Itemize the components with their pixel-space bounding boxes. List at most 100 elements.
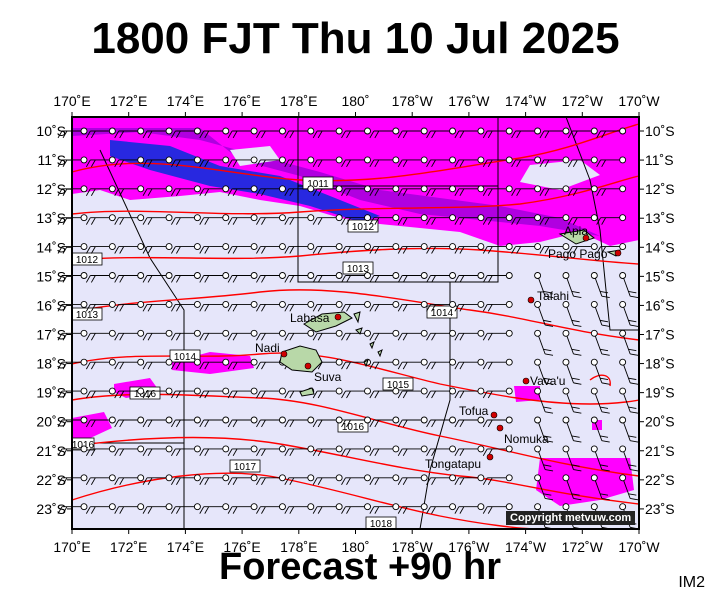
rain-band-core xyxy=(72,128,600,236)
wind-barb xyxy=(227,185,258,196)
wind-barb xyxy=(454,272,485,283)
copyright-notice: Copyright metvuw.com xyxy=(506,511,636,525)
wind-barb xyxy=(567,185,598,196)
wind-barb xyxy=(114,387,145,399)
wind-barb xyxy=(454,214,485,225)
svg-text:1013: 1013 xyxy=(347,264,370,275)
wind-barb xyxy=(454,127,485,139)
wind-barb xyxy=(590,358,610,385)
svg-text:1013: 1013 xyxy=(76,310,99,321)
wind-barb xyxy=(369,185,400,196)
wind-barb xyxy=(341,127,371,139)
wind-barb xyxy=(171,243,201,254)
wind-barb xyxy=(312,503,343,514)
wind-barb xyxy=(454,185,485,196)
wind-barb xyxy=(114,445,145,457)
wind-barb xyxy=(590,272,610,299)
wind-barb xyxy=(199,329,230,341)
place-labasa: Labasa xyxy=(290,311,342,325)
wind-barb xyxy=(619,272,639,299)
wind-barb xyxy=(619,445,639,472)
wind-barb xyxy=(312,474,343,485)
lon-label-bottom-6: 178˚W xyxy=(392,539,434,555)
lat-label-left-8: 18˚S xyxy=(36,356,66,372)
svg-text:Labasa: Labasa xyxy=(290,311,330,325)
wind-barb xyxy=(312,300,343,312)
map-title: 1800 FJT Thu 10 Jul 2025 xyxy=(91,14,620,63)
place-nadi: Nadi xyxy=(255,341,288,358)
isobar-label-1012a: 1012 xyxy=(347,219,379,233)
lat-label-right-7: 17˚S xyxy=(645,326,675,342)
wind-barb xyxy=(567,243,598,254)
wind-barb xyxy=(227,329,258,341)
wind-barb xyxy=(85,127,116,139)
lon-label-top-5: 180˚ xyxy=(341,93,369,109)
lon-label-top-2: 174˚E xyxy=(167,93,204,109)
wind-barb xyxy=(426,127,456,139)
rain-band-heavy xyxy=(110,140,380,222)
lat-label-right-4: 14˚S xyxy=(645,239,675,255)
wind-barb xyxy=(312,156,343,168)
wind-barb xyxy=(369,127,400,139)
lon-label-bottom-7: 176˚W xyxy=(448,539,490,555)
wind-barb xyxy=(171,445,201,457)
wind-barb xyxy=(369,358,400,370)
lat-label-right-13: 23˚S xyxy=(645,501,675,517)
wind-barb xyxy=(369,329,400,341)
wind-barb xyxy=(619,387,639,414)
isobar-label-1012b: 1012 xyxy=(71,252,103,266)
wind-barb xyxy=(171,127,201,139)
lon-label-top-9: 172˚W xyxy=(562,93,604,109)
wind-barb xyxy=(57,272,88,283)
taveuni xyxy=(353,311,361,324)
wind-barb xyxy=(482,358,513,370)
wind-barb xyxy=(397,243,428,254)
wind-barb xyxy=(256,127,286,139)
wind-barb xyxy=(312,445,343,457)
wind-barb xyxy=(454,300,485,312)
wind-barb xyxy=(114,503,145,514)
wind-barb xyxy=(199,214,230,225)
lat-label-left-7: 17˚S xyxy=(36,326,66,342)
wind-barb xyxy=(85,358,116,370)
lon-label-top-0: 170˚E xyxy=(53,93,90,109)
wind-barb xyxy=(454,243,485,254)
wind-barb xyxy=(227,416,258,428)
wind-barb xyxy=(341,445,371,457)
wind-barb xyxy=(482,387,513,399)
lat-label-left-13: 23˚S xyxy=(36,501,66,517)
wind-barb xyxy=(426,300,456,312)
wind-barb xyxy=(171,156,201,168)
lon-label-top-3: 176˚E xyxy=(223,93,260,109)
wind-barb xyxy=(199,300,230,312)
wind-barb xyxy=(227,243,258,254)
wind-barb xyxy=(562,358,582,385)
wind-barb xyxy=(482,127,513,139)
wind-barb xyxy=(142,300,173,312)
wind-barb xyxy=(85,214,116,225)
longitude-labels-bottom: 170˚E 172˚E 174˚E 176˚E 178˚E 180˚ 178˚W 176˚W 1… xyxy=(53,539,660,555)
wind-barb xyxy=(397,358,428,370)
wind-barb xyxy=(171,185,201,196)
wind-barb xyxy=(596,127,627,139)
wind-barb xyxy=(369,300,400,312)
lat-label-left-10: 20˚S xyxy=(36,414,66,430)
wind-barb xyxy=(85,300,116,312)
wind-barb xyxy=(256,503,286,514)
wind-barb xyxy=(171,474,201,485)
wind-barb xyxy=(539,127,570,139)
wind-barb xyxy=(341,272,371,283)
wind-barb xyxy=(199,272,230,283)
wind-barb xyxy=(85,416,116,428)
lat-label-left-0: 10˚S xyxy=(36,123,66,139)
wind-barb xyxy=(199,503,230,514)
wind-barb xyxy=(85,329,116,341)
wind-barb xyxy=(142,185,173,196)
wind-barb xyxy=(426,387,456,399)
wind-barb xyxy=(199,474,230,485)
wind-barb xyxy=(284,185,315,196)
wind-barb xyxy=(619,329,639,356)
lat-label-left-5: 15˚S xyxy=(36,268,66,284)
wind-barb xyxy=(426,474,456,485)
wind-barb xyxy=(341,503,371,514)
